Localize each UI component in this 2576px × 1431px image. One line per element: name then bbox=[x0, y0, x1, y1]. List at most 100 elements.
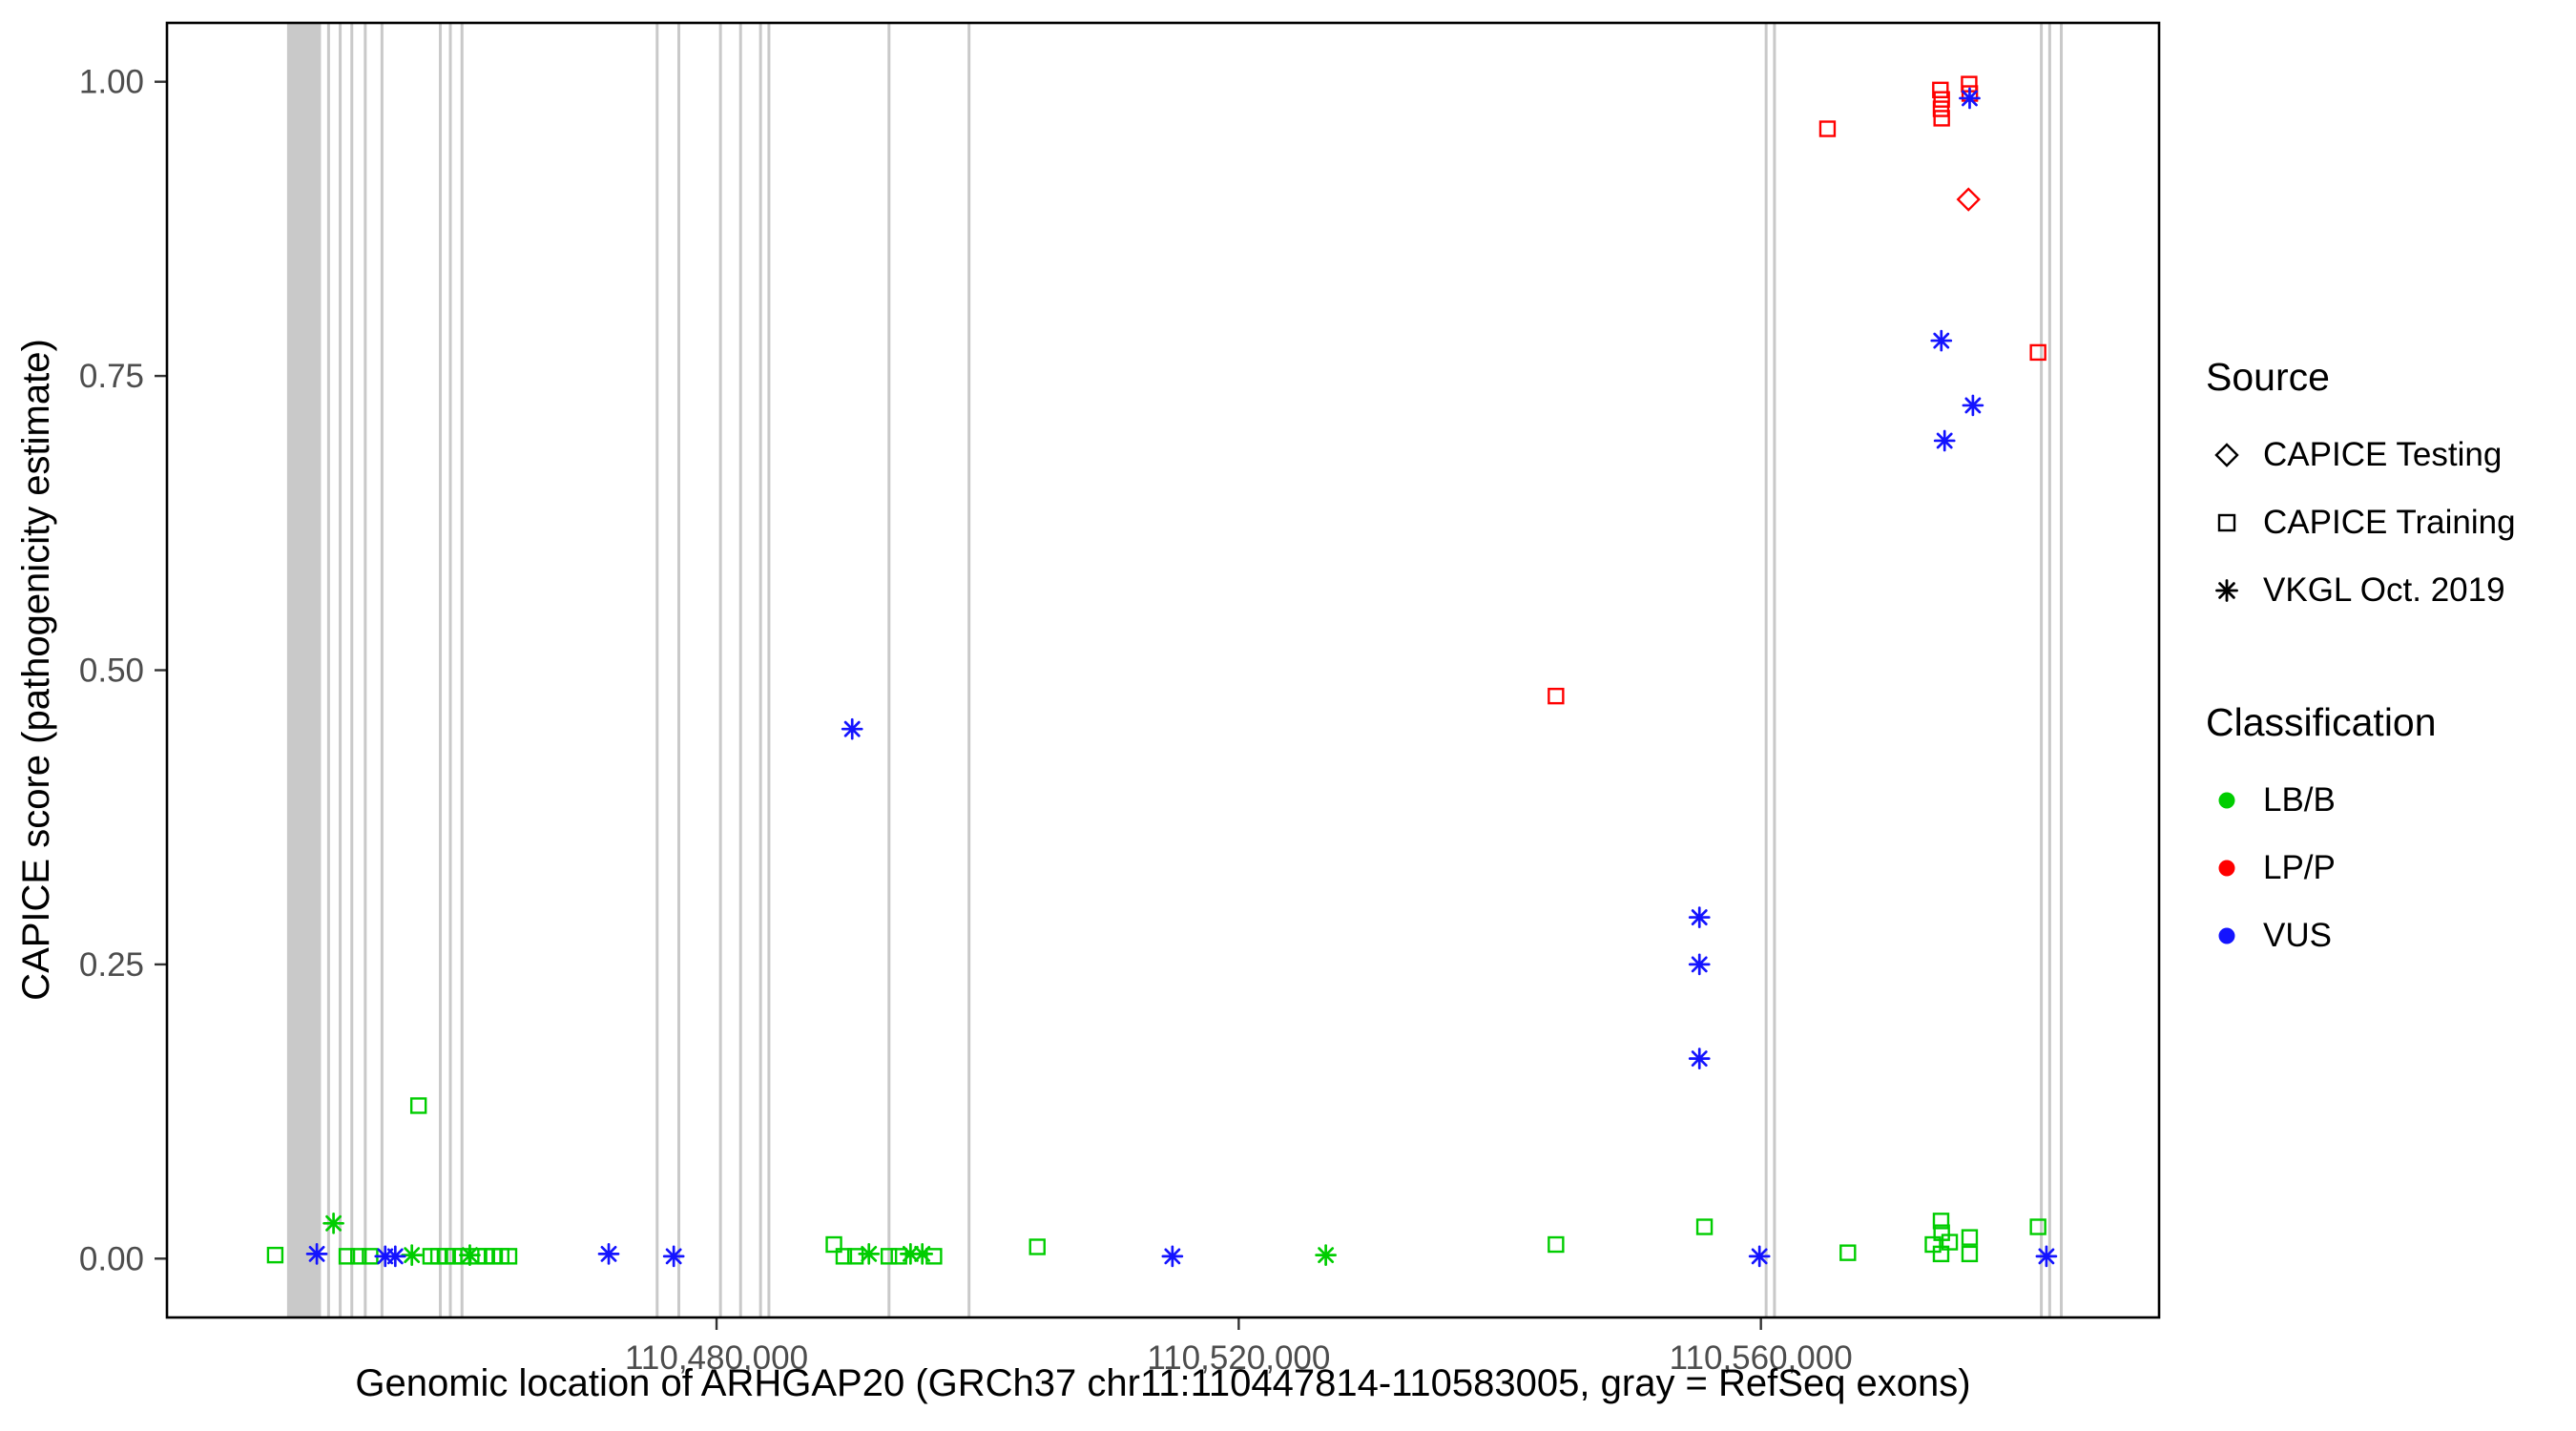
data-point-square bbox=[1932, 1245, 1950, 1263]
legend-item-capice-training: CAPICE Training bbox=[2206, 488, 2516, 556]
data-point-asterisk bbox=[662, 1245, 685, 1268]
exon-band bbox=[887, 23, 891, 1317]
red-dot-icon bbox=[2206, 855, 2248, 881]
data-point-square bbox=[2029, 343, 2046, 362]
data-point-square bbox=[266, 1246, 284, 1264]
blue-dot-icon bbox=[2206, 923, 2248, 949]
data-point-square bbox=[925, 1248, 943, 1265]
exon-band bbox=[364, 23, 367, 1317]
data-point-square bbox=[880, 1248, 898, 1265]
data-point-square bbox=[338, 1248, 356, 1265]
exon-band bbox=[767, 23, 771, 1317]
data-point-square bbox=[409, 1097, 427, 1114]
data-point-asterisk bbox=[2035, 1245, 2058, 1268]
exon-band bbox=[350, 23, 354, 1317]
exon-band bbox=[2047, 23, 2051, 1317]
data-point-square bbox=[1932, 100, 1950, 117]
data-point-square bbox=[350, 1248, 367, 1265]
data-point-asterisk bbox=[1930, 329, 1953, 352]
y-tick-label: 0.25 bbox=[79, 946, 144, 984]
legend-classification-title: Classification bbox=[2206, 700, 2437, 744]
legend-item-label: LP/P bbox=[2263, 848, 2336, 886]
data-point-square bbox=[1932, 81, 1949, 99]
diamond-icon bbox=[2206, 442, 2248, 468]
exon-band bbox=[967, 23, 971, 1317]
data-point-square bbox=[2029, 1218, 2046, 1235]
data-point-square bbox=[1961, 1245, 1979, 1263]
data-point-square bbox=[890, 1248, 907, 1265]
exon-band bbox=[448, 23, 452, 1317]
legend-item-capice-testing: CAPICE Testing bbox=[2206, 421, 2516, 488]
legend-item-label: CAPICE Testing bbox=[2263, 435, 2503, 473]
data-point-asterisk bbox=[1748, 1245, 1771, 1268]
exon-band bbox=[286, 23, 322, 1317]
data-point-asterisk bbox=[1315, 1244, 1337, 1266]
green-dot-icon bbox=[2206, 787, 2248, 814]
y-tick-label: 0.50 bbox=[79, 653, 144, 690]
exon-band bbox=[676, 23, 681, 1317]
data-point-square bbox=[1933, 91, 1950, 108]
legend-group-source: Source CAPICE Testing CAPICE Training bbox=[2206, 355, 2516, 624]
data-point-asterisk bbox=[911, 1243, 934, 1265]
data-point-asterisk bbox=[1688, 906, 1711, 928]
exon-band bbox=[1764, 23, 1768, 1317]
data-point-asterisk bbox=[1933, 429, 1956, 452]
data-point-square bbox=[1028, 1238, 1046, 1255]
legend-item-label: VUS bbox=[2263, 916, 2332, 954]
square-icon bbox=[2206, 509, 2248, 536]
exon-band bbox=[326, 23, 330, 1317]
y-axis-title: CAPICE score (pathogenicity estimate) bbox=[15, 339, 57, 1001]
data-point-square bbox=[835, 1248, 853, 1265]
exon-band bbox=[758, 23, 762, 1317]
data-point-asterisk bbox=[1962, 394, 1984, 417]
data-point-square bbox=[1839, 1244, 1857, 1261]
x-tick-label: 110,560,000 bbox=[1670, 1339, 1853, 1377]
data-point-diamond bbox=[1956, 187, 1981, 212]
data-point-asterisk bbox=[1161, 1245, 1184, 1268]
data-point-square bbox=[1933, 110, 1950, 127]
legend-item-label: LB/B bbox=[2263, 780, 2336, 819]
legend-item-label: CAPICE Training bbox=[2263, 503, 2516, 541]
plot-panel bbox=[167, 23, 2159, 1317]
panel-border bbox=[165, 21, 2161, 1319]
legend-item-lbb: LB/B bbox=[2206, 766, 2516, 834]
data-point-asterisk bbox=[384, 1245, 406, 1268]
legend-item-lpp: LP/P bbox=[2206, 834, 2516, 902]
data-point-square bbox=[1961, 1229, 1979, 1246]
legend-group-classification: Classification LB/B LP/P VUS bbox=[2206, 700, 2516, 969]
data-point-asterisk bbox=[401, 1244, 424, 1266]
x-tick-label: 110,480,000 bbox=[625, 1339, 808, 1377]
data-point-square bbox=[1941, 1234, 1959, 1251]
exon-band bbox=[380, 23, 384, 1317]
data-point-asterisk bbox=[858, 1243, 881, 1265]
data-point-square bbox=[1548, 687, 1565, 705]
data-point-square bbox=[1548, 1235, 1565, 1254]
data-point-square bbox=[500, 1248, 518, 1265]
data-point-square bbox=[846, 1248, 864, 1265]
exon-band bbox=[2060, 23, 2064, 1317]
data-point-square bbox=[1818, 120, 1837, 137]
exon-band bbox=[655, 23, 659, 1317]
y-tick-label: 0.75 bbox=[79, 358, 144, 395]
legend-item-vus: VUS bbox=[2206, 902, 2516, 969]
data-point-asterisk bbox=[1959, 87, 1981, 110]
data-point-square bbox=[1695, 1218, 1714, 1235]
exon-band bbox=[460, 23, 464, 1317]
exon-band bbox=[718, 23, 722, 1317]
exon-band bbox=[339, 23, 343, 1317]
legend-source-title: Source bbox=[2206, 355, 2330, 399]
asterisk-icon bbox=[2206, 577, 2248, 604]
data-point-asterisk bbox=[305, 1243, 328, 1265]
data-point-square bbox=[1932, 1213, 1950, 1230]
legend: Source CAPICE Testing CAPICE Training bbox=[2206, 355, 2516, 969]
exon-band bbox=[738, 23, 742, 1317]
data-point-asterisk bbox=[597, 1243, 620, 1265]
x-tick-label: 110,520,000 bbox=[1147, 1339, 1330, 1377]
legend-item-label: VKGL Oct. 2019 bbox=[2263, 570, 2505, 609]
x-axis-title: Genomic location of ARHGAP20 (GRCh37 chr… bbox=[355, 1362, 1971, 1404]
exon-band bbox=[1773, 23, 1776, 1317]
data-point-asterisk bbox=[1688, 1047, 1711, 1069]
data-point-asterisk bbox=[1688, 953, 1711, 976]
